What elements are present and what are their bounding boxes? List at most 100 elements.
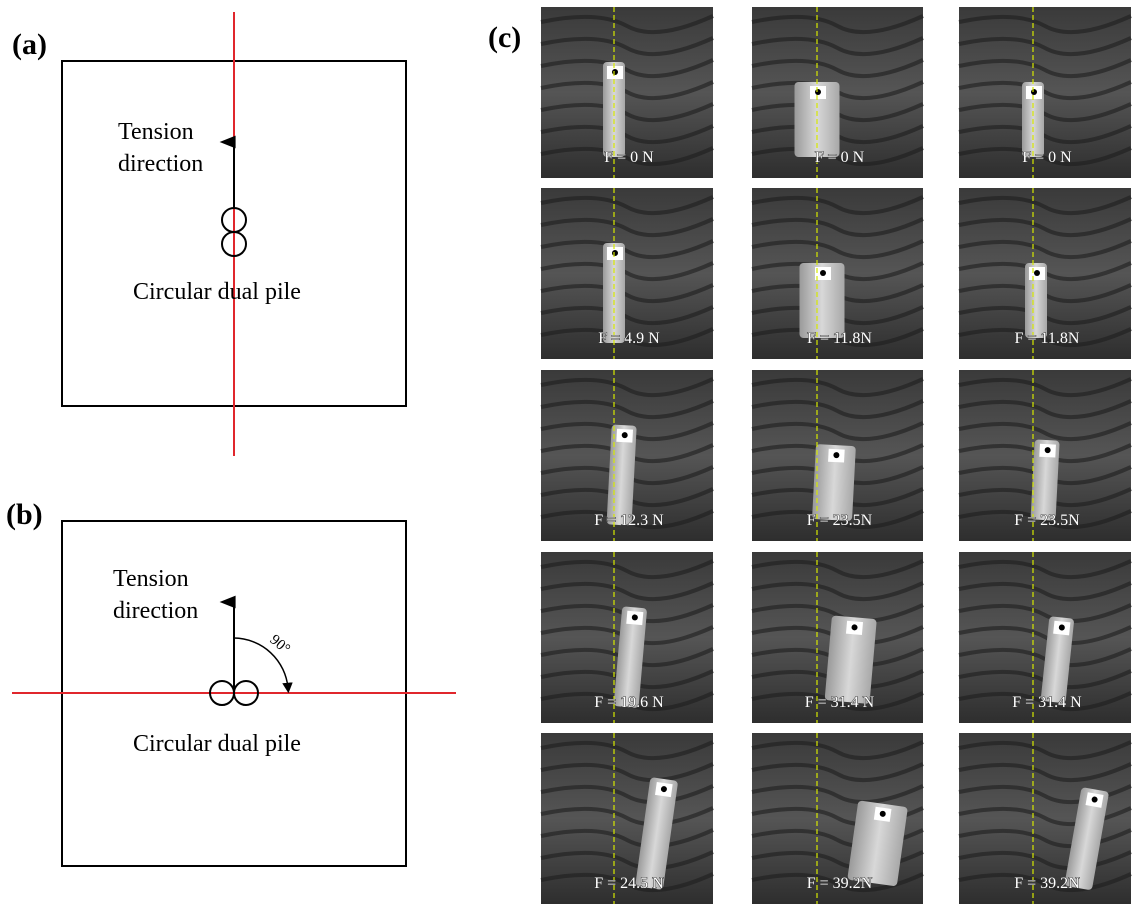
photo: F = 23.5N: [958, 370, 1132, 541]
pile: [847, 800, 908, 886]
pile-circle: [233, 680, 259, 706]
sand-ripple: [751, 603, 924, 624]
sand-ripple: [958, 509, 1132, 530]
force-caption: F = 24.5 N: [594, 875, 664, 892]
tension-label: direction: [113, 598, 198, 624]
tension-label: direction: [118, 151, 203, 177]
sand-ripple: [751, 421, 924, 442]
panel-label: (b): [6, 498, 43, 531]
panel-a: (a) Tension direction Circular dual pile: [12, 12, 407, 456]
marker-dot: [1058, 624, 1065, 631]
sand-ripple: [751, 58, 924, 79]
photo: F = 39.2N: [958, 733, 1132, 904]
sand-ripple: [751, 327, 924, 348]
force-caption: F = 0 N: [815, 149, 865, 166]
sand-ripple: [958, 124, 1132, 145]
panel-b: (b) 90° Tension direction Circular dual …: [6, 498, 456, 867]
force-caption: F = 12.3 N: [594, 512, 664, 529]
sand-ripple: [751, 239, 924, 260]
pile-label: Circular dual pile: [133, 279, 301, 305]
sand-ripple: [540, 58, 714, 79]
panel-c: F = 0 N F = 0 N F = 0 N F = 4.9 N F = 11.8N F…: [540, 7, 1132, 904]
sand-ripple: [540, 14, 714, 35]
panel-label: (c): [488, 21, 521, 54]
sand-ripple: [751, 740, 924, 761]
sand-ripple: [540, 806, 714, 827]
sand-ripple: [751, 399, 924, 420]
pile: [1040, 616, 1074, 703]
pile-body: [603, 62, 625, 157]
pile-body: [1064, 787, 1109, 890]
marker-dot: [1034, 270, 1040, 276]
sand-ripple: [958, 762, 1132, 783]
pile-body: [1025, 263, 1047, 338]
sand-ripple: [958, 377, 1132, 398]
sand-ripple: [958, 625, 1132, 646]
sand-ripple: [540, 217, 714, 238]
sand-ripple: [540, 239, 714, 260]
marker-dot: [879, 810, 886, 817]
marker-dot: [612, 250, 618, 256]
sand-ripple: [958, 740, 1132, 761]
sand-ripple: [958, 36, 1132, 57]
sand-ripple: [540, 283, 714, 304]
pile-body: [799, 263, 845, 338]
sand-ripple: [958, 146, 1132, 167]
panel-label: (a): [12, 28, 47, 61]
force-caption: F = 31.4 N: [1012, 694, 1082, 711]
pile-body: [635, 777, 678, 890]
sand-ripple: [751, 36, 924, 57]
sand-ripple: [540, 784, 714, 805]
marker-dot: [1091, 796, 1098, 803]
sand-ripple: [958, 239, 1132, 260]
force-caption: F = 39.2N: [1014, 875, 1080, 892]
sand-ripple: [958, 691, 1132, 712]
tension-label: Tension: [113, 566, 189, 592]
sand-ripple: [958, 102, 1132, 123]
force-caption: F = 23.5N: [1014, 512, 1080, 529]
sand-ripple: [540, 581, 714, 602]
sand-ripple: [958, 850, 1132, 871]
sand-ripple: [751, 691, 924, 712]
photo: F = 31.4 N: [958, 552, 1132, 723]
marker-dot: [612, 69, 618, 75]
force-caption: F = 11.8N: [1015, 330, 1080, 347]
pile-body: [1030, 439, 1060, 521]
force-caption: F = 31.4 N: [805, 694, 875, 711]
pile-body: [847, 800, 908, 886]
pile-body: [613, 606, 647, 708]
marker-dot: [631, 614, 638, 621]
sand-ripple: [751, 217, 924, 238]
sand-ripple: [751, 559, 924, 580]
force-caption: F = 23.5N: [807, 512, 873, 529]
pile: [606, 424, 637, 526]
sand-ripple: [540, 850, 714, 871]
pile-body: [1040, 616, 1074, 703]
pile: [613, 606, 647, 708]
sand-ripple: [958, 581, 1132, 602]
sand-ripple: [540, 327, 714, 348]
pile: [603, 62, 625, 157]
sand-ripple: [540, 146, 714, 167]
pile-body: [812, 444, 856, 521]
angle-label: 90°: [267, 632, 293, 658]
sand-ripple: [751, 581, 924, 602]
photo: F = 4.9 N: [540, 188, 714, 359]
sand-ripple: [540, 102, 714, 123]
sand-ripple: [540, 559, 714, 580]
pile: [812, 444, 856, 521]
force-caption: F = 4.9 N: [598, 330, 660, 347]
sand-ripple: [958, 14, 1132, 35]
force-caption: F = 0 N: [1022, 149, 1072, 166]
sand-ripple: [540, 762, 714, 783]
marker-dot: [1031, 89, 1037, 95]
pile: [1025, 263, 1047, 338]
sand-ripple: [958, 58, 1132, 79]
pile: [799, 263, 845, 338]
sand-ripple: [540, 124, 714, 145]
marker-dot: [660, 786, 667, 793]
photo: F = 0 N: [958, 7, 1132, 178]
pile: [1064, 787, 1109, 890]
photo: F = 19.6 N: [540, 552, 714, 723]
photo: F = 0 N: [540, 7, 714, 178]
